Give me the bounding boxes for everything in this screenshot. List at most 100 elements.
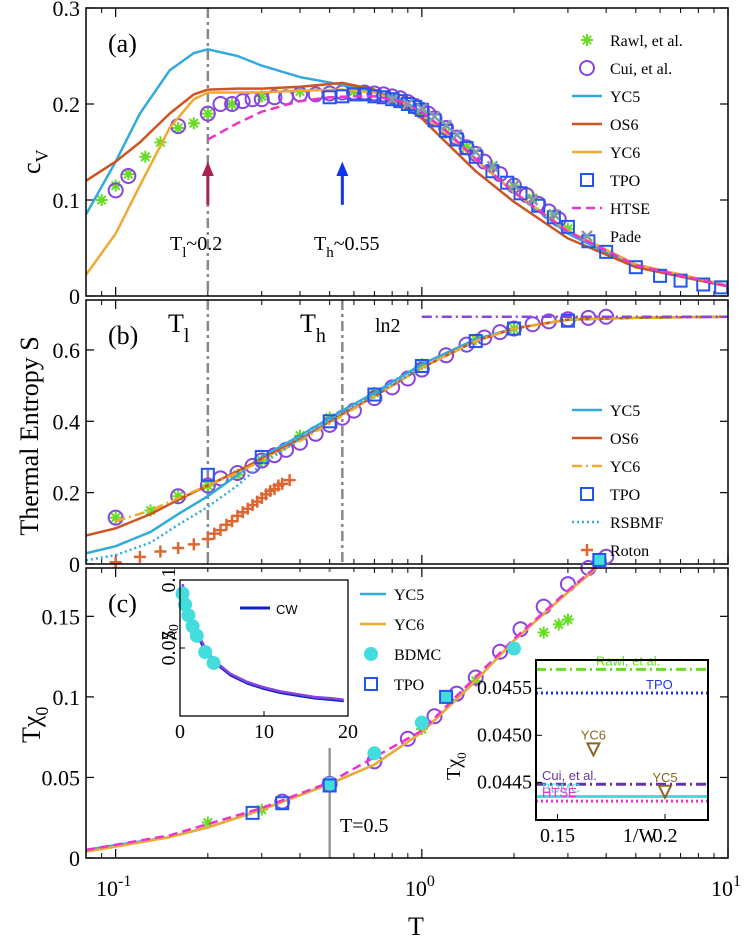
axes-frame xyxy=(85,567,729,859)
y-tick-label: 0.1 xyxy=(53,188,81,213)
data-point-Pade-10 xyxy=(548,208,560,221)
panel-label: (c) xyxy=(108,589,137,618)
legend-swatch-Roton xyxy=(581,544,593,556)
legend-label-YC5: YC5 xyxy=(394,587,424,604)
legend-swatch-Rawl, et al. xyxy=(581,34,593,46)
inset-right-bg xyxy=(536,660,708,850)
data-point-2-5 xyxy=(198,645,213,660)
legend-label-HTSE: HTSE xyxy=(610,201,650,218)
arrow-tl-head xyxy=(201,161,214,176)
legend-swatch-Cui, et al. xyxy=(579,60,595,76)
y-tick-label: 0.1 xyxy=(53,685,81,710)
data-point-2-6 xyxy=(206,655,221,670)
y-axis-label: Tχ0 xyxy=(17,707,52,743)
data-point-BDMC-3 xyxy=(439,689,454,704)
data-point-Roton-4 xyxy=(187,538,200,551)
series-line-4 xyxy=(86,568,597,852)
data-point-TPO-2 xyxy=(322,778,337,793)
data-point-TPO-1 xyxy=(254,449,269,464)
inset-left: 0 10 20 0.05 0.1 χ0 CW xyxy=(155,568,358,744)
data-point-TPO-11 xyxy=(427,113,442,128)
data-point-TPO-0 xyxy=(245,805,260,820)
data-point-TPO-1 xyxy=(275,796,290,811)
y-tick-label: 0.05 xyxy=(42,765,81,790)
data-point-Rawl, et al.-0 xyxy=(95,194,108,206)
data-point-1-4 xyxy=(229,465,246,482)
data-point-Roton-3 xyxy=(172,541,185,554)
data-point-Rawl, et al.-9 xyxy=(255,90,268,103)
data-point-TPO-17 xyxy=(500,175,515,190)
data-point-TPO-5 xyxy=(468,334,483,349)
legend-label-YC6: YC6 xyxy=(610,459,640,476)
legend-label-CW: CW xyxy=(276,602,298,617)
data-point-Rawl, et al.-2 xyxy=(122,168,135,181)
data-point-2-0 xyxy=(175,586,190,601)
y-tick-label: 0 xyxy=(69,846,80,871)
legend-label-TPO: TPO xyxy=(610,487,640,504)
data-point-TPO-6 xyxy=(507,321,521,336)
data-point-TPO-23 xyxy=(599,244,614,259)
hline-label-TPO: TPO xyxy=(646,677,673,692)
legend-label-BDMC: BDMC xyxy=(394,647,441,664)
legend-label-Pade: Pade xyxy=(610,229,641,246)
series-line-YC6 xyxy=(86,568,599,853)
inset-right-frame xyxy=(535,659,709,821)
data-point-Cui, et al.-9 xyxy=(266,89,283,106)
data-point-TPO-3 xyxy=(367,387,382,402)
data-point-Roton-5 xyxy=(201,533,214,546)
data-point-1-3 xyxy=(399,730,416,747)
legend-label-OS6: OS6 xyxy=(610,117,638,134)
data-point-Rawl, et al.-6 xyxy=(187,117,200,130)
annotation-t05: T=0.5 xyxy=(340,815,389,837)
data-point-0-8 xyxy=(561,613,574,626)
data-point-0-0 xyxy=(109,511,122,524)
inset-x-tick-label: 10 xyxy=(254,721,274,743)
data-point-Pade-6 xyxy=(469,146,482,158)
data-point-Cui, et al.-4 xyxy=(212,96,229,112)
axes-frame xyxy=(85,299,729,565)
legend-swatch-TPO xyxy=(364,677,378,691)
data-point-0-6 xyxy=(537,626,550,639)
data-point-Rawl, et al.-8 xyxy=(226,98,239,110)
data-point-TPO-2 xyxy=(346,87,361,102)
legend-label-OS6: OS6 xyxy=(610,431,638,448)
data-point-Cui, et al.-3 xyxy=(199,105,216,122)
annotation-th: Th xyxy=(300,309,326,347)
data-point-Rawl, et al.-20 xyxy=(561,222,574,235)
panel-label: (b) xyxy=(108,321,138,350)
marker-label-YC6: YC6 xyxy=(581,727,606,742)
inset-y-axis-label: χ0 xyxy=(155,624,182,641)
data-point-2-2 xyxy=(181,608,196,623)
data-point-TPO-7 xyxy=(560,313,575,328)
y-tick-label: 0 xyxy=(69,552,80,577)
data-point-BDMC-2 xyxy=(414,715,429,730)
data-point-Rawl, et al.-4 xyxy=(154,136,167,149)
panel-a-extras: cV Tl~0.2 Th~0.55 Rawl, et al. Cui, et al. YC… xyxy=(17,33,683,261)
legend-label-Rawl, et al.: Rawl, et al. xyxy=(610,33,683,50)
inset-x-axis-label: 1/W xyxy=(623,825,658,847)
y-tick-label: 0.2 xyxy=(53,92,81,117)
data-point-Pade-5 xyxy=(450,128,463,141)
data-point-Rawl, et al.-1 xyxy=(109,179,122,192)
data-point-2-1 xyxy=(178,597,193,612)
data-point-TPO-3 xyxy=(357,87,372,102)
hline-label-HTSE: HTSE xyxy=(542,785,577,800)
data-point-Pade-8 xyxy=(508,179,520,192)
data-point-Rawl, et al.-5 xyxy=(172,122,185,134)
data-point-TPO-4 xyxy=(592,552,607,567)
series-line-YC6 xyxy=(115,315,728,523)
data-point-TPO-28 xyxy=(714,280,729,295)
marker-YC6 xyxy=(585,742,602,758)
legend-swatch-Pade xyxy=(581,230,593,242)
annotation-tl: Tl xyxy=(168,309,190,347)
legend-label-Roton: Roton xyxy=(610,543,649,560)
data-point-2-4 xyxy=(189,628,204,643)
data-point-Roton-21 xyxy=(283,474,296,487)
data-point-Roton-7 xyxy=(214,524,227,537)
y-tick-label: 0 xyxy=(69,284,80,309)
axes-frame xyxy=(85,7,729,297)
data-point-BDMC-4 xyxy=(507,641,521,656)
